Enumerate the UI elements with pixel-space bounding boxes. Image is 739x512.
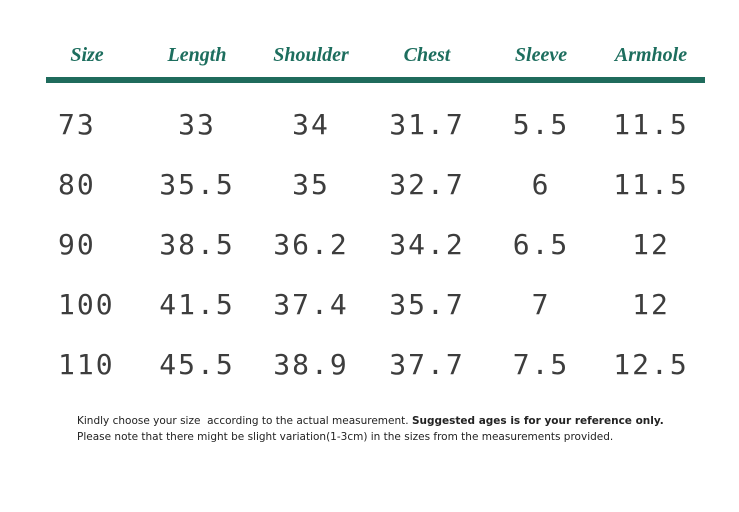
table-cell: 35.5 [159, 168, 235, 201]
column-header: Length [167, 44, 227, 66]
table-cell: 7 [531, 288, 551, 321]
table-cell: 41.5 [159, 288, 235, 321]
table-cell: 12 [632, 228, 670, 261]
table-cell: 38.5 [159, 228, 235, 261]
table-cell: 110 [58, 348, 115, 381]
table-cell: 90 [58, 228, 96, 261]
table-cell: 12.5 [613, 348, 689, 381]
column-header: Shoulder [273, 44, 349, 66]
table-cell: 73 [58, 108, 96, 141]
table-cell: 38.9 [273, 348, 349, 381]
note-text: Kindly choose your size according to the… [77, 415, 409, 427]
table-cell: 37.7 [389, 348, 465, 381]
table-cell: 35.7 [389, 288, 465, 321]
column-header: Sleeve [514, 44, 568, 66]
column-header: Size [70, 44, 104, 66]
column-header: Chest [403, 44, 451, 66]
table-cell: 45.5 [159, 348, 235, 381]
table-cell: 6 [531, 168, 551, 201]
table-cell: 5.5 [512, 108, 570, 141]
table-cell: 6.5 [512, 228, 570, 261]
table-cell: 34.2 [389, 228, 465, 261]
table-cell: 31.7 [389, 108, 465, 141]
table-cell: 7.5 [512, 348, 570, 381]
note-line: Please note that there might be slight v… [77, 431, 614, 443]
table-cell: 37.4 [273, 288, 349, 321]
table-cell: 35 [292, 168, 330, 201]
table-cell: 32.7 [389, 168, 465, 201]
table-cell: 12 [632, 288, 670, 321]
table-cell: 34 [292, 108, 330, 141]
table-cell: 80 [58, 168, 96, 201]
table-cell: 11.5 [613, 168, 689, 201]
table-cell: 100 [58, 288, 115, 321]
table-cell: 33 [178, 108, 216, 141]
note-line: Kindly choose your size according to the… [77, 415, 664, 427]
header-rule [46, 77, 705, 83]
table-cell: 11.5 [613, 108, 689, 141]
column-header: Armhole [614, 44, 688, 66]
table-cell: 36.2 [273, 228, 349, 261]
note-bold: Suggested ages is for your reference onl… [411, 415, 664, 427]
